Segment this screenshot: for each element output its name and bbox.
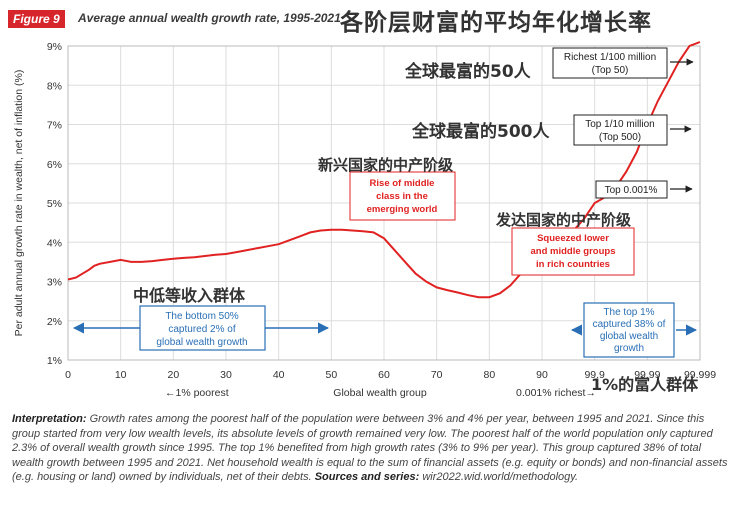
figure-title: Average annual wealth growth rate, 1995-… (78, 11, 341, 25)
y-tick-label: 6% (47, 159, 62, 171)
bottom50-annotation: The bottom 50% captured 2% of global wea… (72, 305, 330, 351)
top1-annotation: The top 1% captured 38% of global wealth… (570, 302, 698, 358)
chinese-overlay-labels: 全球最富的50人 全球最富的500人 新兴国家的中产阶级 发达国家的中产阶级 中… (133, 61, 699, 394)
cn-top50-label: 全球最富的50人 (404, 61, 532, 82)
top1-line-4: growth (614, 343, 644, 354)
y-tick-label: 3% (47, 277, 62, 289)
rise-middle-class-annotation: Rise of middle class in the emerging wor… (349, 171, 456, 221)
wealth-growth-chart: 1% 2% 3% 4% 5% 6% 7% 8% 9% 0 10 20 30 40 50 60 70 80 90 99… (13, 41, 716, 399)
bottom50-line-1: The bottom 50% (165, 311, 238, 322)
squeezed-groups-annotation: Squeezed lower and middle groups in rich… (511, 227, 635, 276)
y-tick-label: 4% (47, 237, 62, 249)
bottom50-line-3: global wealth growth (156, 337, 247, 348)
x-tick-label: 60 (378, 369, 390, 381)
top50-line-1: Richest 1/100 million (564, 52, 656, 63)
x-tick-label: 99.99 (634, 369, 660, 381)
bottom50-line-2: captured 2% of (168, 324, 235, 335)
squeezed-line-1: Squeezed lower (537, 233, 609, 244)
squeezed-line-3: in rich countries (536, 259, 610, 270)
y-axis-label: Per adult annual growth rate in wealth, … (13, 70, 25, 337)
y-tick-label: 8% (47, 80, 62, 92)
growth-rate-line (67, 41, 701, 299)
x-tick-label: 10 (115, 369, 127, 381)
plot-frame (67, 45, 701, 361)
squeezed-line-2: and middle groups (531, 246, 616, 257)
figure-header: Figure 9 Average annual wealth growth ra… (0, 0, 741, 36)
x-tick-label: 80 (483, 369, 495, 381)
top50-line-2: (Top 50) (592, 65, 629, 76)
y-tick-label: 5% (47, 198, 62, 210)
x-tick-label: 50 (325, 369, 337, 381)
x-tick-label: 20 (167, 369, 179, 381)
x-tick-label: 0 (65, 369, 71, 381)
figure-number-badge: Figure 9 (8, 10, 65, 28)
cn-lowmid-label: 中低等收入群体 (133, 286, 246, 305)
y-tick-label: 9% (47, 41, 62, 53)
chinese-title: 各阶层财富的平均年化增长率 (340, 10, 652, 36)
sources-text: wir2022.wid.world/methodology. (422, 471, 579, 484)
cn-emerging-label: 新兴国家的中产阶级 (318, 156, 454, 174)
top50-annotation: Richest 1/100 million (Top 50) (552, 47, 694, 79)
x-tick-label: 70 (431, 369, 443, 381)
rise-line-3: emerging world (367, 204, 438, 215)
x-tick-label: 99.999 (684, 369, 716, 381)
top500-annotation: Top 1/10 million (Top 500) (573, 114, 692, 146)
cn-rich1-label: 1%的富人群体 (591, 375, 699, 394)
top0001-label: Top 0.001% (605, 185, 658, 196)
y-tick-label: 2% (47, 316, 62, 328)
rise-line-2: class in the (376, 191, 428, 202)
cn-top500-label: 全球最富的500人 (411, 121, 550, 142)
x-axis-label: Global wealth group (333, 387, 427, 399)
y-tick-labels: 1% 2% 3% 4% 5% 6% 7% 8% 9% (47, 41, 62, 367)
x-tick-labels: 0 10 20 30 40 50 60 70 80 90 99.9 99.99 99.999 (65, 369, 716, 381)
top500-line-1: Top 1/10 million (585, 119, 654, 130)
interpretation-label: Interpretation: (12, 413, 87, 425)
top500-line-2: (Top 500) (599, 132, 641, 143)
cn-developed-label: 发达国家的中产阶级 (495, 211, 632, 229)
x-tick-label: 40 (273, 369, 285, 381)
top1-line-3: global wealth (600, 331, 658, 342)
top1-line-2: captured 38% of (593, 319, 666, 330)
interpretation-text: Growth rates among the poorest half of t… (12, 413, 728, 484)
sources-label: Sources and series: (314, 471, 420, 484)
x-tick-label: 30 (220, 369, 232, 381)
interpretation-note: Interpretation: Growth rates among the p… (12, 412, 730, 485)
rise-line-1: Rise of middle (370, 178, 435, 189)
x-note-richest: 0.001% richest→ (516, 387, 596, 399)
y-tick-label: 7% (47, 120, 62, 132)
x-note-poorest: ←1% poorest (165, 387, 229, 399)
x-tick-label: 90 (536, 369, 548, 381)
top1-line-1: The top 1% (603, 307, 654, 318)
y-tick-label: 1% (47, 355, 62, 367)
top0001-annotation: Top 0.001% (595, 180, 693, 199)
x-tick-label: 99.9 (584, 369, 605, 381)
